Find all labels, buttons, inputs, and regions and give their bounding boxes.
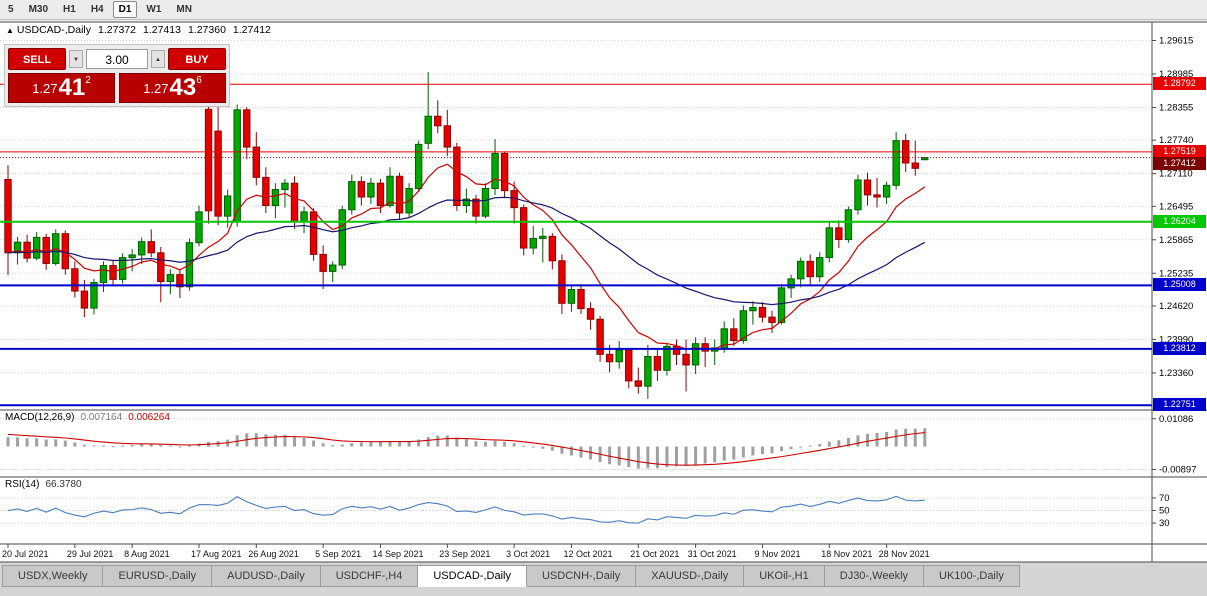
svg-text:1.27740: 1.27740 — [1159, 135, 1193, 146]
tab-eurusd-daily[interactable]: EURUSD-,Daily — [103, 565, 213, 587]
svg-text:9 Nov 2021: 9 Nov 2021 — [754, 549, 800, 559]
tab-audusd-daily[interactable]: AUDUSD-,Daily — [212, 565, 321, 587]
svg-text:0.01086: 0.01086 — [1159, 414, 1193, 425]
svg-text:17 Aug 2021: 17 Aug 2021 — [191, 549, 242, 559]
rsi-indicator-label: RSI(14) 66.3780 — [5, 479, 82, 490]
tab-xauusd-daily[interactable]: XAUUSD-,Daily — [636, 565, 745, 587]
tab-ukoil-h1[interactable]: UKOil-,H1 — [744, 565, 825, 587]
svg-text:3 Oct 2021: 3 Oct 2021 — [506, 549, 550, 559]
buy-price-display[interactable]: 1.27 43 6 — [119, 73, 226, 103]
buy-price-pipette: 6 — [196, 75, 202, 86]
svg-text:1.28355: 1.28355 — [1159, 102, 1193, 113]
svg-text:50: 50 — [1159, 506, 1170, 517]
macd-grid — [0, 418, 1152, 471]
svg-text:70: 70 — [1159, 493, 1170, 504]
sell-price-prefix: 1.27 — [32, 81, 58, 96]
svg-text:1.28985: 1.28985 — [1159, 69, 1193, 80]
sell-button[interactable]: SELL — [8, 48, 66, 70]
svg-text:30: 30 — [1159, 518, 1170, 529]
buy-price-main: 43 — [169, 74, 197, 101]
tab-dj30-weekly[interactable]: DJ30-,Weekly — [824, 565, 925, 587]
sell-price-display[interactable]: 1.27 41 2 — [8, 73, 115, 103]
svg-text:-0.00897: -0.00897 — [1159, 465, 1197, 476]
svg-text:26 Aug 2021: 26 Aug 2021 — [248, 549, 299, 559]
tab-usdchf-h4[interactable]: USDCHF-,H4 — [320, 565, 419, 587]
svg-text:29 Jul 2021: 29 Jul 2021 — [67, 549, 114, 559]
rsi-grid — [0, 497, 1152, 524]
macd-name: MACD(12,26,9) — [5, 412, 75, 423]
timeframe-button-5[interactable]: 5 — [8, 4, 14, 15]
svg-text:1.23360: 1.23360 — [1159, 368, 1193, 379]
svg-text:1.26495: 1.26495 — [1159, 201, 1193, 212]
svg-text:23 Sep 2021: 23 Sep 2021 — [439, 549, 490, 559]
ohlc-high: 1.27413 — [142, 24, 181, 36]
macd-signal-line — [7, 431, 925, 466]
ohlc-close: 1.27412 — [232, 24, 271, 36]
candles-layer — [4, 72, 929, 399]
x-axis-labels: 20 Jul 2021 29 Jul 2021 8 Aug 2021 17 Aug 2… — [2, 544, 930, 559]
y-axis-labels: 1.29615 1.28985 1.28355 1.27740 1.27110 1.264… — [1152, 35, 1197, 529]
timeframe-button-mn[interactable]: MN — [176, 4, 192, 15]
fast-ma-line — [7, 163, 926, 350]
trade-controls-row: SELL ▼ 3.00 ▲ BUY — [8, 48, 226, 70]
tab-usdcnh-daily[interactable]: USDCNH-,Daily — [526, 565, 637, 587]
sell-price-main: 41 — [58, 74, 86, 101]
svg-text:1.27110: 1.27110 — [1159, 169, 1193, 180]
svg-text:1.29615: 1.29615 — [1159, 35, 1193, 46]
timeframe-button-m30[interactable]: M30 — [28, 4, 49, 15]
slow-ma-line — [7, 196, 926, 306]
volume-increase-button[interactable]: ▲ — [151, 50, 165, 68]
timeframe-button-w1[interactable]: W1 — [146, 4, 162, 15]
tab-usdcad-daily[interactable]: USDCAD-,Daily — [418, 565, 527, 587]
timeframe-toolbar: 5 M30 H1 H4 D1 W1 MN — [0, 0, 1207, 20]
one-click-trading-panel: SELL ▼ 3.00 ▲ BUY 1.27 41 2 1.27 43 6 — [4, 44, 230, 107]
svg-text:12 Oct 2021: 12 Oct 2021 — [563, 549, 612, 559]
timeframe-button-d1[interactable]: D1 — [112, 1, 138, 18]
panel-background — [0, 22, 1207, 562]
ohlc-open: 1.27372 — [98, 24, 136, 36]
svg-text:18 Nov 2021: 18 Nov 2021 — [821, 549, 872, 559]
macd-signal-value: 0.006264 — [128, 412, 170, 423]
timeframe-button-h4[interactable]: H4 — [90, 4, 104, 15]
symbol-tabs-bar: USDX,Weekly EURUSD-,Daily AUDUSD-,Daily USD… — [0, 562, 1207, 596]
chart-symbol-period: USDCAD-,Daily — [16, 24, 92, 36]
svg-text:1.25235: 1.25235 — [1159, 268, 1193, 279]
svg-text:5 Sep 2021: 5 Sep 2021 — [315, 549, 361, 559]
svg-text:1.25865: 1.25865 — [1159, 235, 1193, 246]
timeframe-button-h1[interactable]: H1 — [63, 4, 76, 15]
svg-text:20 Jul 2021: 20 Jul 2021 — [2, 549, 49, 559]
tab-uk100-daily[interactable]: UK100-,Daily — [924, 565, 1020, 587]
trade-prices-row: 1.27 41 2 1.27 43 6 — [8, 73, 226, 103]
rsi-name: RSI(14) — [5, 479, 40, 490]
svg-text:1.24620: 1.24620 — [1159, 301, 1193, 312]
volume-decrease-button[interactable]: ▼ — [69, 50, 83, 68]
tab-usdx-weekly[interactable]: USDX,Weekly — [2, 565, 104, 587]
volume-input[interactable]: 3.00 — [86, 49, 148, 69]
macd-main-value: 0.007164 — [80, 412, 123, 423]
rsi-line — [7, 495, 925, 524]
chart-window-icon: ▲ — [6, 26, 14, 35]
sell-price-pipette: 2 — [85, 75, 91, 86]
buy-button[interactable]: BUY — [168, 48, 226, 70]
svg-text:21 Oct 2021: 21 Oct 2021 — [630, 549, 679, 559]
level-lines-layer[interactable] — [0, 83, 1152, 407]
svg-text:31 Oct 2021: 31 Oct 2021 — [688, 549, 737, 559]
svg-text:1.23990: 1.23990 — [1159, 334, 1193, 345]
svg-text:8 Aug 2021: 8 Aug 2021 — [124, 549, 170, 559]
svg-text:14 Sep 2021: 14 Sep 2021 — [372, 549, 423, 559]
rsi-value: 66.3780 — [45, 479, 82, 490]
svg-text:28 Nov 2021: 28 Nov 2021 — [879, 549, 930, 559]
buy-price-prefix: 1.27 — [143, 81, 169, 96]
macd-indicator-label: MACD(12,26,9) 0.007164 0.006264 — [5, 412, 170, 423]
ohlc-low: 1.27360 — [187, 24, 226, 36]
chart-title: ▲ USDCAD-,Daily 1.27372 1.27413 1.27360 1.274… — [6, 24, 271, 36]
